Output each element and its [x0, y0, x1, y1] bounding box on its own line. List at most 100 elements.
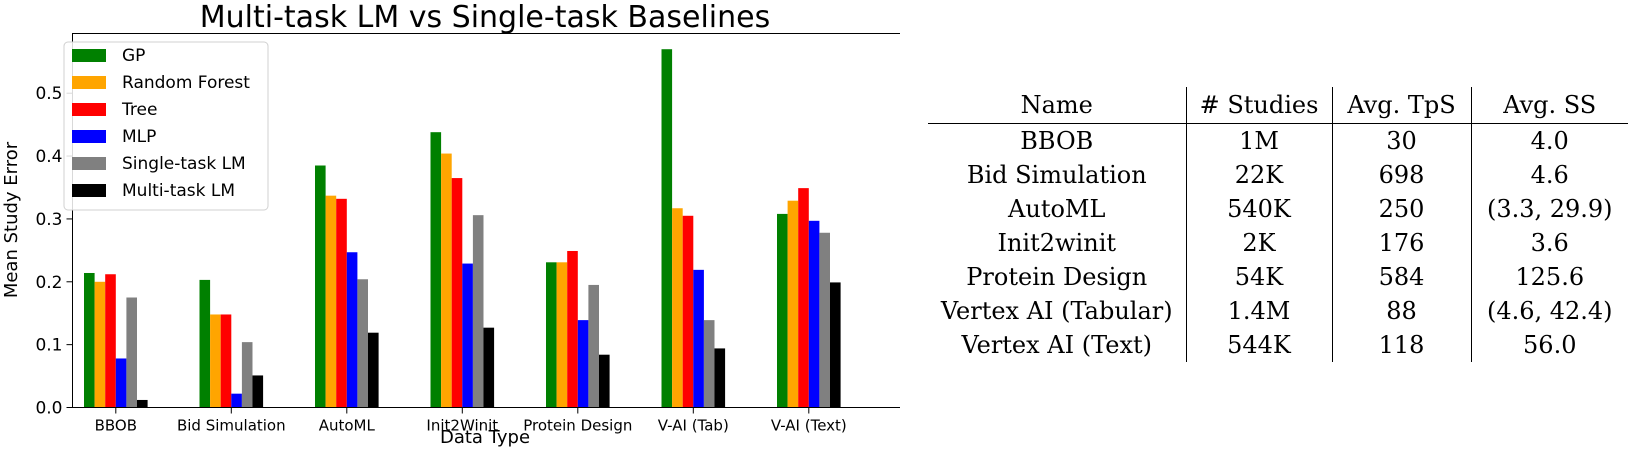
cell-avg-tps: 698 — [1331, 158, 1471, 192]
chart-title: Multi-task LM vs Single-task Baselines — [200, 0, 770, 35]
cell-avg-ss: (3.3, 29.9) — [1470, 192, 1628, 226]
bar-init2winit-random-forest — [441, 153, 452, 408]
cell-avg-tps: 250 — [1331, 192, 1471, 226]
bar-automl-single-task-lm — [357, 279, 368, 408]
bar-bbob-tree — [105, 274, 116, 408]
cell-avg-ss: 4.0 — [1470, 123, 1628, 158]
cell-studies: 1M — [1185, 123, 1332, 158]
bar-bid-simulation-mlp — [231, 393, 242, 408]
legend-label-random-forest: Random Forest — [122, 73, 250, 93]
legend-swatch-mlp — [72, 130, 106, 143]
bar-v-ai-text-multi-task-lm — [830, 282, 841, 408]
y-tick-label: 0.3 — [35, 210, 62, 230]
bar-automl-gp — [315, 165, 326, 408]
bar-v-ai-tab-multi-task-lm — [714, 348, 726, 408]
cell-avg-ss: 56.0 — [1470, 328, 1628, 362]
bar-protein-design-mlp — [577, 320, 589, 408]
bar-v-ai-text-random-forest — [787, 200, 799, 408]
y-axis-label: Mean Study Error — [1, 141, 22, 298]
y-tick-label: 0.5 — [35, 84, 62, 104]
x-axis: BBOB Bid Simulation AutoML Init2Winit Protei… — [95, 407, 847, 435]
cell-avg-ss: 4.6 — [1470, 158, 1628, 192]
legend-label-single-task-lm: Single-task LM — [122, 154, 246, 174]
table-row: AutoML 540K 250 (3.3, 29.9) — [928, 192, 1628, 226]
cell-avg-ss: 3.6 — [1470, 226, 1628, 260]
cell-name: Init2winit — [997, 229, 1117, 257]
cell-avg-tps: 30 — [1331, 123, 1471, 158]
legend-box — [63, 41, 269, 211]
table-row: Vertex AI (Text) 544K 118 56.0 — [928, 328, 1628, 362]
bar-v-ai-text-mlp — [808, 220, 820, 408]
bar-automl-mlp — [346, 252, 358, 408]
cell-avg-tps: 584 — [1331, 260, 1471, 294]
x-tick-label: AutoML — [319, 417, 376, 435]
y-tick-label: 0.2 — [35, 273, 62, 293]
cell-studies: 22K — [1185, 158, 1332, 192]
x-axis-label: Data Type — [440, 427, 530, 448]
y-tick-label: 0.1 — [35, 336, 62, 356]
bar-bbob-gp — [84, 272, 95, 408]
legend-swatch-single-task-lm — [72, 157, 106, 170]
bar-bbob-random-forest — [94, 281, 106, 408]
cell-studies: 540K — [1185, 192, 1332, 226]
bar-v-ai-tab-gp — [661, 49, 673, 408]
cell-avg-tps: 176 — [1331, 226, 1471, 260]
plot-frame — [72, 33, 900, 408]
bar-chart: Multi-task LM vs Single-task Baselines 0… — [1, 0, 900, 448]
table-row: Bid Simulation 22K 698 4.6 — [928, 158, 1628, 192]
bar-bbob-mlp — [115, 358, 127, 408]
bars-group — [84, 49, 841, 408]
bar-v-ai-text-tree — [798, 188, 809, 408]
bar-automl-random-forest — [325, 195, 337, 408]
cell-name: Bid Simulation — [966, 161, 1147, 189]
x-tick-label: V-AI (Tab) — [658, 417, 729, 435]
table-row: Protein Design 54K 584 125.6 — [928, 260, 1628, 294]
bar-bid-simulation-gp — [199, 279, 211, 408]
legend-label-mlp: MLP — [122, 127, 156, 147]
y-tick-label: 0.4 — [35, 147, 62, 167]
bar-protein-design-single-task-lm — [588, 284, 599, 408]
cell-studies: 544K — [1185, 328, 1332, 362]
header-avg-tps: Avg. TpS — [1331, 87, 1471, 124]
bar-protein-design-gp — [546, 262, 557, 408]
bar-v-ai-tab-tree — [682, 215, 694, 408]
bar-v-ai-tab-random-forest — [672, 208, 683, 408]
legend: GP Random Forest Tree MLP Single-task LM Mult… — [63, 41, 269, 211]
header-avg-ss: Avg. SS — [1470, 87, 1628, 124]
bar-v-ai-text-gp — [777, 213, 788, 408]
cell-name: BBOB — [1020, 127, 1094, 155]
bar-protein-design-random-forest — [556, 262, 568, 408]
x-tick-label: Bid Simulation — [177, 417, 286, 435]
bar-bid-simulation-random-forest — [210, 314, 221, 408]
table-row: Vertex AI (Tabular) 1.4M 88 (4.6, 42.4) — [928, 294, 1628, 328]
bar-init2winit-single-task-lm — [472, 215, 484, 408]
x-tick-label: Protein Design — [523, 417, 632, 435]
bar-bbob-single-task-lm — [126, 297, 137, 408]
bar-automl-tree — [336, 198, 347, 408]
legend-label-gp: GP — [122, 46, 145, 66]
bar-v-ai-tab-single-task-lm — [703, 320, 715, 408]
cell-avg-ss: 125.6 — [1470, 260, 1628, 294]
legend-label-multi-task-lm: Multi-task LM — [122, 181, 235, 201]
legend-label-tree: Tree — [121, 100, 157, 120]
legend-swatch-gp — [72, 49, 106, 62]
cell-studies: 1.4M — [1185, 294, 1332, 328]
cell-name: Vertex AI (Tabular) — [940, 297, 1173, 325]
bar-init2winit-tree — [451, 178, 463, 408]
header-name: Name — [928, 87, 1186, 124]
bar-protein-design-multi-task-lm — [599, 354, 610, 408]
cell-name: AutoML — [1008, 195, 1106, 223]
x-tick-label: BBOB — [95, 417, 137, 435]
cell-avg-ss: (4.6, 42.4) — [1470, 294, 1628, 328]
legend-swatch-multi-task-lm — [72, 184, 106, 197]
bar-bid-simulation-tree — [220, 314, 232, 408]
dataset-stats-table: Name # Studies Avg. TpS Avg. SS BBOB 1M … — [928, 87, 1628, 362]
cell-name: Vertex AI (Text) — [961, 331, 1152, 359]
cell-avg-tps: 118 — [1331, 328, 1471, 362]
x-tick-label: Init2Winit — [426, 417, 498, 435]
header-studies: # Studies — [1185, 87, 1332, 124]
cell-studies: 54K — [1185, 260, 1332, 294]
cell-studies: 2K — [1185, 226, 1332, 260]
legend-swatch-random-forest — [72, 76, 106, 89]
y-tick-label: 0.0 — [35, 399, 62, 419]
